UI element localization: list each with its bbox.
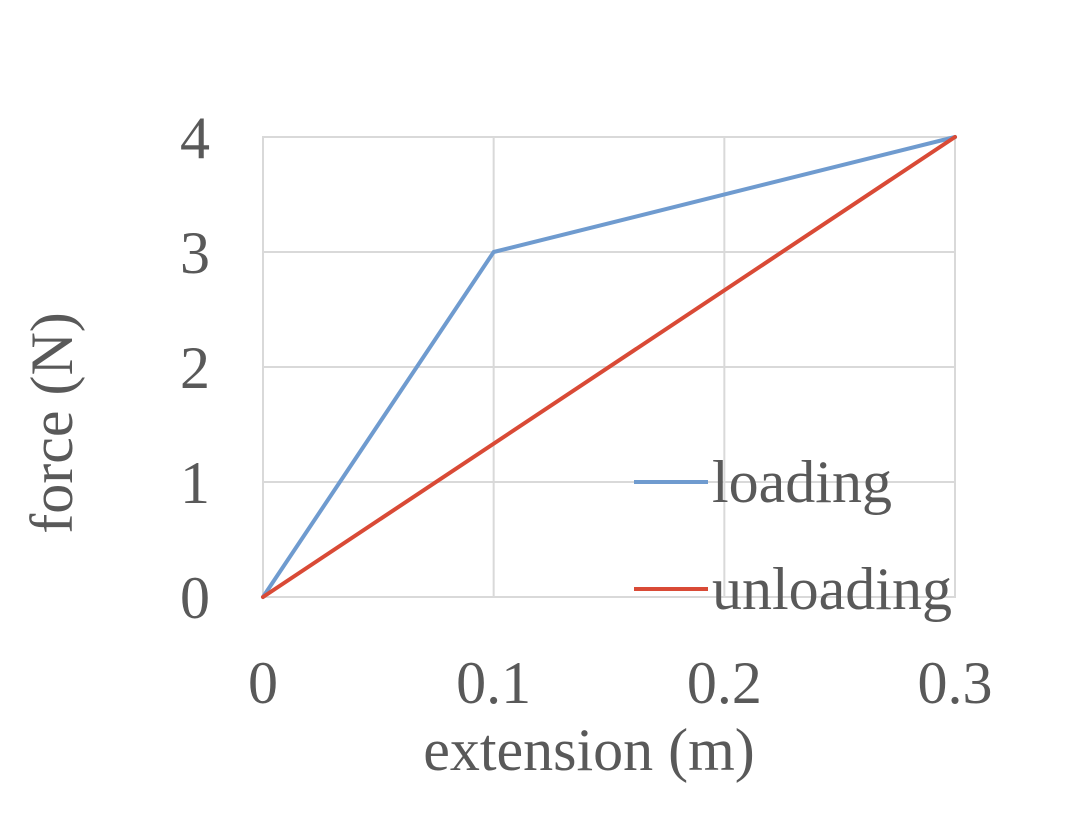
- y-axis-title: force (N): [19, 312, 85, 534]
- y-axis-ticks: 0 1 2 3 4: [180, 105, 210, 631]
- x-axis-ticks: 0 0.1 0.2 0.3: [248, 650, 993, 716]
- legend-label-loading: loading: [712, 449, 892, 515]
- x-tick-label: 0.3: [918, 650, 993, 716]
- plot-area: [262, 136, 956, 598]
- x-tick-label: 0.2: [687, 650, 762, 716]
- y-tick-label: 2: [180, 335, 210, 401]
- x-axis-title: extension (m): [423, 717, 755, 783]
- y-tick-label: 4: [180, 105, 210, 171]
- series-line-loading: [261, 135, 957, 599]
- y-tick-label: 3: [180, 220, 210, 286]
- plot-border: [262, 136, 956, 598]
- series-lines: [261, 135, 957, 599]
- y-tick-label: 0: [180, 565, 210, 631]
- x-tick-label: 0.1: [456, 650, 531, 716]
- legend: loading unloading: [634, 449, 952, 622]
- legend-label-unloading: unloading: [712, 556, 952, 622]
- series-line-unloading: [261, 135, 957, 599]
- y-tick-label: 1: [180, 450, 210, 516]
- x-tick-label: 0: [248, 650, 278, 716]
